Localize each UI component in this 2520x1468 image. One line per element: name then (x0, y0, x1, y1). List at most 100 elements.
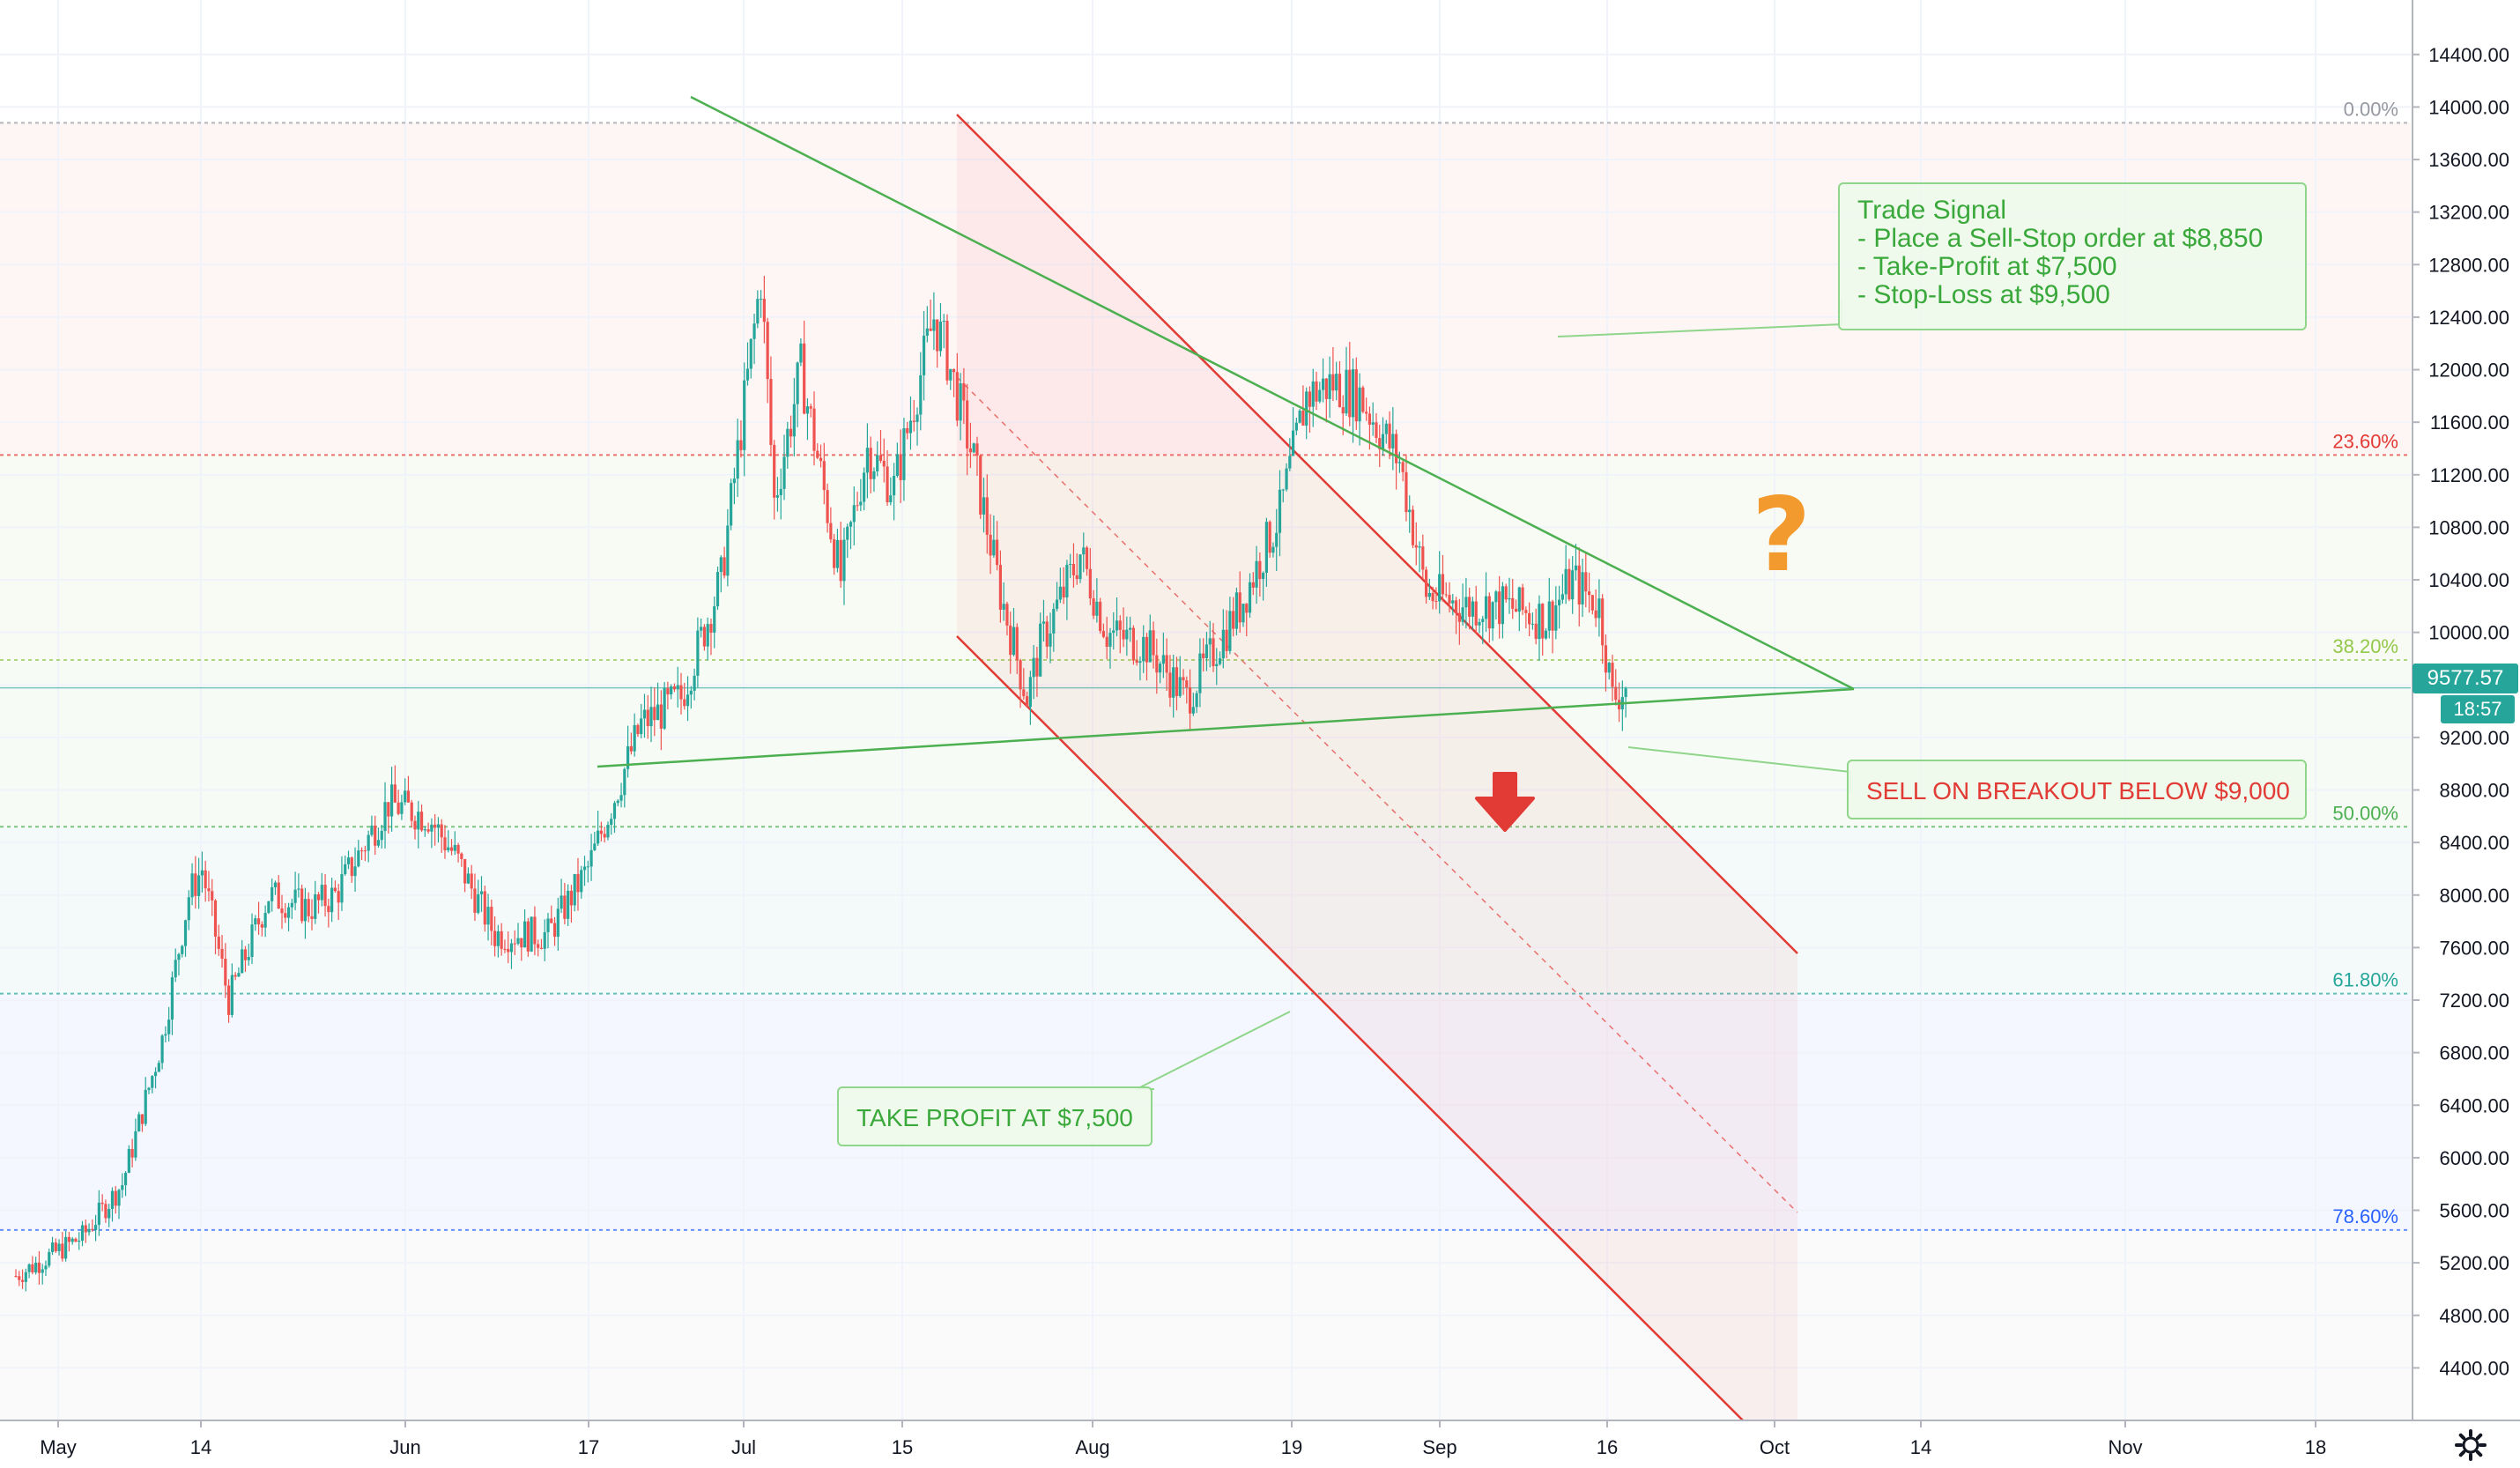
candle-body (231, 975, 233, 1014)
price-tick-label: 8400.00 (2439, 832, 2509, 854)
fib-level-label: 0.00% (2344, 98, 2398, 120)
candle-body (1451, 600, 1454, 604)
price-tick-label: 14000.00 (2428, 96, 2509, 118)
price-tick-label: 8800.00 (2439, 780, 2509, 802)
candle-body (589, 850, 592, 866)
candle-body (1106, 637, 1108, 647)
candle-body (673, 686, 676, 689)
time-tick-label: Sep (1422, 1436, 1456, 1458)
candle-body (767, 322, 769, 379)
candle-body (278, 883, 280, 908)
candle-body (1039, 624, 1041, 677)
candle-body (730, 483, 732, 525)
candle-body (257, 918, 260, 924)
time-axis[interactable]: May 14 Jun 17 Jul 15 Aug 19 Sep 16 Oct 14 Nov 18 (0, 1420, 2520, 1468)
breakout-callout[interactable]: SELL ON BREAKOUT BELOW $9,000 (1847, 760, 2307, 819)
candle-body (211, 891, 213, 901)
candle-body (1568, 569, 1570, 599)
candle-body (1538, 604, 1540, 639)
candle-body (137, 1115, 140, 1131)
candle-body (1329, 374, 1331, 399)
candle-body (1255, 561, 1257, 588)
candle-body (85, 1225, 87, 1232)
candle-body (1249, 582, 1251, 613)
trade-signal-callout[interactable]: Trade Signal - Place a Sell-Stop order a… (1838, 182, 2307, 330)
candle-body (879, 456, 882, 461)
candle-body (1551, 602, 1553, 631)
candle-body (1442, 575, 1444, 595)
candle-body (1063, 587, 1065, 597)
candle-body (493, 931, 496, 946)
candle-body (450, 848, 453, 851)
candle-body (966, 400, 968, 448)
candle-body (1076, 575, 1078, 579)
candle-body (41, 1269, 44, 1272)
candle-body (769, 379, 772, 445)
candle-body (816, 451, 819, 458)
candle-body (570, 891, 573, 906)
candle-body (387, 802, 389, 816)
candle-body (1515, 609, 1517, 612)
candle-body (1382, 434, 1384, 449)
candle-body (61, 1243, 63, 1258)
candle-body (707, 624, 709, 646)
candle-body (1541, 604, 1544, 638)
candle-body (992, 540, 995, 556)
candle-body (840, 540, 842, 582)
candle-body (25, 1272, 27, 1282)
candle-body (91, 1229, 93, 1230)
candle-body (154, 1072, 157, 1077)
candle-body (1428, 593, 1431, 597)
candle-body (1368, 413, 1371, 424)
candle-body (647, 709, 649, 726)
candle-body (1202, 654, 1204, 658)
candle-body (527, 922, 530, 952)
candle-body (930, 329, 932, 331)
candle-body (574, 874, 576, 906)
candle-body (297, 889, 300, 890)
candle-body (560, 895, 563, 908)
time-tick-label: 16 (1597, 1436, 1618, 1458)
candle-body (117, 1190, 120, 1205)
candle-body (1269, 522, 1271, 552)
candle-body (1205, 644, 1208, 658)
candle-body (327, 906, 330, 912)
candle-body (780, 489, 782, 495)
candle-body (833, 539, 835, 568)
candle-body (1179, 677, 1182, 695)
candle-body (952, 369, 955, 372)
candle-body (497, 931, 500, 946)
candle-body (583, 867, 586, 871)
candle-body (842, 540, 845, 582)
candle-body (1258, 561, 1261, 579)
candle-body (900, 454, 902, 479)
candle-body (786, 429, 789, 457)
candle-body (38, 1263, 41, 1273)
candle-body (1322, 379, 1324, 390)
candle-body (1095, 602, 1098, 616)
candle-body (1262, 573, 1264, 579)
candle-body (1614, 687, 1617, 701)
candle-body (1305, 391, 1308, 426)
take-profit-callout[interactable]: TAKE PROFIT AT $7,500 (837, 1086, 1153, 1146)
candle-body (174, 960, 177, 977)
candle-body (1065, 565, 1068, 597)
candle-body (1571, 570, 1574, 599)
candle-body (760, 299, 762, 300)
candle-body (87, 1229, 90, 1233)
candle-body (819, 458, 822, 462)
candle-body (1388, 424, 1390, 449)
candle-body (823, 461, 826, 490)
candle-body (48, 1252, 50, 1265)
price-tick-label: 7600.00 (2439, 937, 2509, 959)
candle-body (1016, 627, 1019, 661)
price-tick-label: 14400.00 (2428, 44, 2509, 66)
candle-body (1003, 604, 1005, 610)
candle-body (1545, 631, 1547, 639)
candle-body (630, 746, 633, 752)
candle-body (101, 1203, 104, 1204)
candle-body (1209, 638, 1212, 644)
gear-icon[interactable] (2455, 1429, 2487, 1461)
candle-body (323, 885, 326, 906)
candle-body (250, 924, 253, 957)
